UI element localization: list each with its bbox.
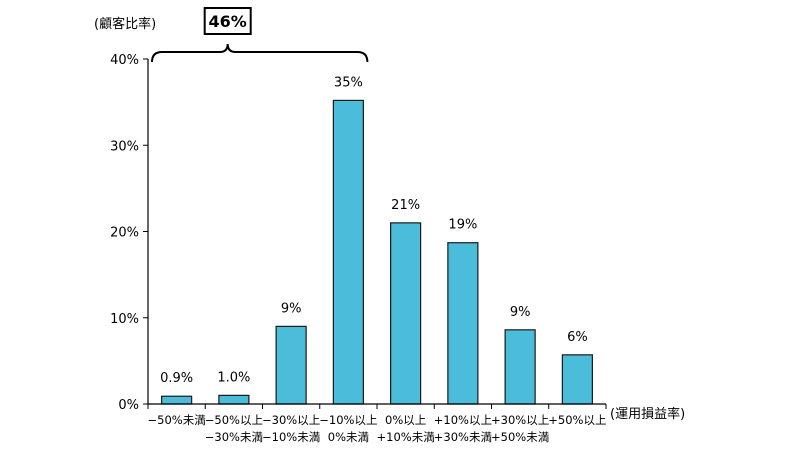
bracket	[151, 43, 369, 63]
x-tick-label: −10%以上	[319, 413, 377, 427]
x-tick-label: −10%未満	[262, 430, 320, 444]
bar	[275, 325, 307, 405]
data-label: 21%	[391, 198, 420, 213]
x-axis-title: (運用損益率)	[610, 406, 685, 422]
data-label: 19%	[448, 218, 477, 233]
y-tick-label: 40%	[110, 53, 139, 68]
x-tick-label: 0%以上	[385, 413, 426, 427]
data-label: 0.9%	[160, 371, 193, 386]
x-tick-label: 0%未満	[328, 430, 369, 444]
x-tick-label: −30%以上	[262, 413, 320, 427]
data-label: 35%	[334, 75, 363, 90]
x-tick-label: +30%未満	[434, 430, 492, 444]
bar	[447, 242, 479, 405]
annotation-text: 46%	[209, 12, 247, 31]
annotation-box	[203, 7, 252, 35]
y-tick-label: 10%	[110, 312, 139, 327]
bar	[390, 222, 422, 405]
data-label: 9%	[510, 305, 531, 320]
y-tick-label: 30%	[110, 139, 139, 154]
x-tick-label: +30%以上	[491, 413, 549, 427]
bar	[504, 329, 536, 405]
x-tick-label: −50%未満	[148, 413, 206, 427]
bar	[332, 99, 364, 405]
data-label: 1.0%	[217, 370, 250, 385]
data-label: 9%	[281, 301, 302, 316]
x-tick-label: −30%未満	[205, 430, 263, 444]
x-tick-label: +10%以上	[434, 413, 492, 427]
bar	[218, 394, 250, 405]
x-tick-label: +50%以上	[548, 413, 606, 427]
y-tick-label: 20%	[110, 226, 139, 241]
y-tick-label: 0%	[118, 398, 139, 413]
bar	[161, 395, 193, 405]
x-tick-label: +50%未満	[491, 430, 549, 444]
x-tick-label: +10%未満	[377, 430, 435, 444]
y-axis-title: (顧客比率)	[94, 16, 156, 32]
bar	[561, 354, 593, 405]
data-label: 6%	[567, 330, 588, 345]
x-tick-label: −50%以上	[205, 413, 263, 427]
